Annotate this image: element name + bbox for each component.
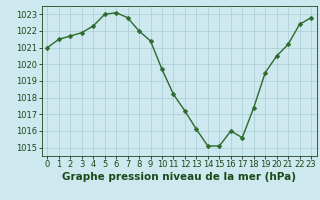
- X-axis label: Graphe pression niveau de la mer (hPa): Graphe pression niveau de la mer (hPa): [62, 172, 296, 182]
